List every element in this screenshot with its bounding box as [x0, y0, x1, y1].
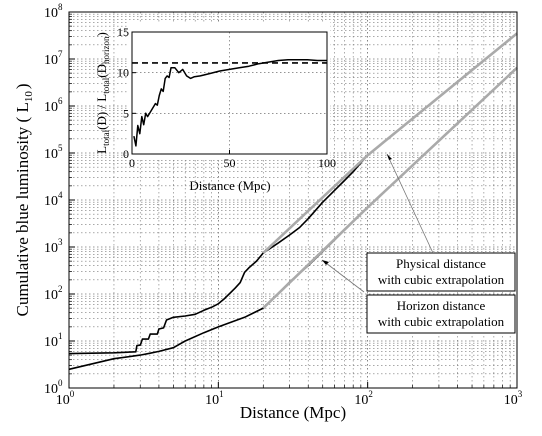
- series-horizon-distance-extrapolation: [262, 66, 518, 310]
- horizon-annotation-pointer: [321, 259, 365, 293]
- series-physical-distance-extrapolation: [262, 32, 518, 254]
- inset-y-tick-label: 10: [117, 66, 129, 80]
- main-y-tick-label: 101: [44, 331, 63, 350]
- physical-annotation-arrowhead: [387, 154, 392, 160]
- inset-y-tick-label: 5: [123, 106, 129, 120]
- horizon-annotation-line2: with cubic extrapolation: [378, 314, 505, 329]
- inset-x-tick-label: 0: [129, 156, 135, 170]
- inset-series-ratio: [133, 58, 327, 147]
- inset-x-tick-label: 50: [224, 156, 236, 170]
- main-y-tick-label: 108: [44, 2, 63, 21]
- inset-grid: [132, 32, 327, 154]
- inset-y-tick-label: 0: [123, 147, 129, 161]
- horizon-annotation-line1: Horizon distance: [397, 298, 486, 313]
- horizon-annotation-arrowhead: [322, 260, 329, 265]
- main-xlabel: Distance (Mpc): [240, 403, 346, 422]
- physical-annotation-pointer: [386, 153, 434, 254]
- main-series: [68, 32, 518, 371]
- inset-ylabel: Ltotal(D) / Ltotal(Dhorizon): [94, 32, 111, 154]
- main-y-tick-label: 100: [44, 378, 63, 397]
- main-y-tick-label: 106: [44, 96, 63, 115]
- physical-annotation-line2: with cubic extrapolation: [378, 272, 505, 287]
- inset-y-tick-label: 15: [117, 25, 129, 39]
- main-y-tick-label: 105: [44, 143, 63, 162]
- main-y-tick-label: 104: [44, 190, 63, 209]
- physical-annotation-line1: Physical distance: [396, 256, 486, 271]
- inset-chart: 0 50 100 0 5 10 15 Distance (Mpc) Ltotal(D) / …: [94, 22, 336, 193]
- inset-x-tick-label: 100: [318, 156, 336, 170]
- inset-series: [132, 58, 327, 147]
- inset-ticks: 0 50 100 0 5 10 15: [117, 25, 336, 170]
- main-y-tick-label: 103: [44, 237, 63, 256]
- physical-annotation-box: [366, 252, 516, 292]
- main-y-tick-label: 102: [44, 284, 63, 303]
- main-x-tick-label: 103: [504, 389, 523, 408]
- series-physical-distance: [68, 154, 369, 355]
- main-x-tick-label: 100: [56, 389, 75, 408]
- main-x-tick-label: 101: [205, 389, 224, 408]
- inset-xlabel: Distance (Mpc): [189, 178, 270, 193]
- main-ylabel: Cumulative blue luminosity ( L10): [13, 83, 35, 316]
- horizon-annotation-box: [366, 294, 516, 334]
- main-x-tick-label: 102: [354, 389, 373, 408]
- main-y-tick-label: 107: [44, 49, 63, 68]
- annotations: Physical distance with cubic extrapolati…: [321, 153, 516, 334]
